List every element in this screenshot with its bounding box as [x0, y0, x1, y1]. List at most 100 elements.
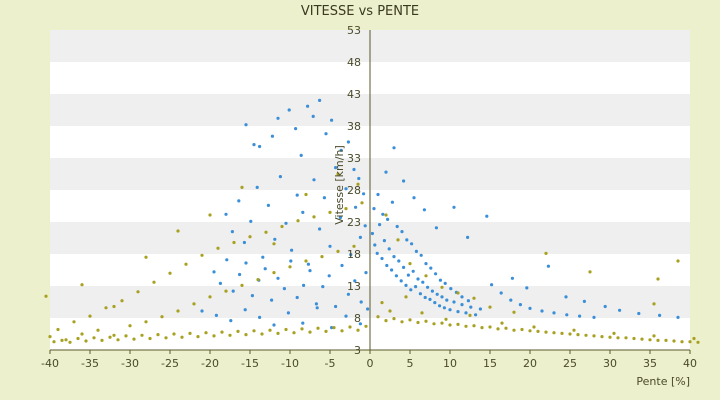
data-point-series-1 [318, 227, 322, 231]
data-point-series-1 [603, 304, 607, 309]
data-point-series-2 [56, 327, 60, 332]
data-point-series-2 [312, 215, 316, 219]
data-point-series-2 [432, 322, 436, 326]
data-point-series-1 [218, 281, 222, 285]
data-point-series-1 [390, 268, 394, 272]
data-point-series-2 [228, 333, 232, 337]
data-point-series-2 [332, 326, 336, 330]
x-tick-label: -15 [241, 357, 259, 370]
data-point-series-2 [48, 335, 52, 339]
data-point-series-2 [220, 330, 224, 334]
data-point-series-2 [292, 331, 296, 335]
data-point-series-2 [600, 335, 604, 339]
data-point-series-1 [378, 223, 382, 227]
data-point-series-2 [248, 235, 252, 239]
data-point-series-2 [92, 336, 96, 340]
data-point-series-2 [496, 327, 500, 331]
data-point-series-2 [512, 310, 516, 314]
data-point-series-2 [560, 331, 564, 335]
data-point-series-1 [456, 310, 460, 314]
data-point-series-2 [472, 296, 476, 300]
data-point-series-2 [568, 332, 572, 336]
data-point-series-1 [380, 256, 384, 261]
y-tick-label: 48 [347, 56, 361, 69]
y-tick-label: 28 [347, 184, 361, 197]
data-point-series-1 [442, 306, 446, 310]
data-point-series-1 [258, 315, 262, 319]
data-point-series-1 [525, 286, 529, 290]
data-point-series-1 [261, 255, 265, 259]
data-point-series-1 [485, 214, 489, 218]
data-point-series-1 [278, 175, 282, 179]
data-point-series-2 [172, 332, 176, 336]
data-point-series-1 [402, 179, 406, 183]
data-point-series-1 [387, 247, 391, 251]
data-point-series-2 [132, 337, 136, 341]
data-point-series-1 [464, 311, 468, 315]
data-point-series-1 [224, 212, 228, 216]
data-point-series-1 [318, 98, 322, 102]
data-point-series-1 [338, 215, 342, 220]
data-point-series-1 [445, 298, 449, 302]
data-point-series-2 [152, 280, 156, 284]
data-point-series-2 [212, 334, 216, 338]
data-point-series-1 [252, 143, 256, 147]
data-point-series-2 [384, 213, 388, 217]
data-point-series-1 [243, 308, 247, 312]
data-point-series-1 [474, 313, 478, 317]
data-point-series-1 [364, 271, 368, 275]
y-tick-label: 38 [347, 120, 361, 133]
data-point-series-2 [624, 336, 628, 340]
x-tick-label: -40 [41, 357, 59, 370]
data-point-series-1 [212, 270, 216, 274]
data-point-series-1 [301, 210, 305, 214]
data-point-series-2 [116, 338, 120, 342]
data-point-series-1 [592, 315, 596, 319]
y-tick-label: 43 [347, 88, 361, 101]
data-point-series-1 [414, 285, 418, 289]
y-tick-label: 18 [347, 248, 361, 261]
data-point-series-1 [414, 249, 418, 253]
data-point-series-2 [360, 201, 364, 205]
data-point-series-1 [426, 285, 430, 289]
data-point-series-1 [328, 244, 332, 248]
data-point-series-2 [456, 291, 460, 295]
data-point-series-1 [402, 265, 406, 269]
data-point-series-2 [160, 315, 164, 319]
data-point-series-2 [232, 240, 236, 245]
data-point-series-1 [466, 235, 470, 239]
data-point-series-1 [434, 272, 438, 276]
data-point-series-1 [375, 251, 379, 255]
data-point-series-1 [578, 314, 582, 318]
data-point-series-2 [692, 336, 696, 341]
data-point-series-1 [370, 231, 374, 236]
data-point-series-2 [260, 332, 264, 336]
data-point-series-1 [238, 272, 242, 277]
data-point-series-1 [324, 132, 328, 136]
data-point-series-1 [214, 313, 218, 317]
data-point-series-2 [304, 259, 308, 263]
data-point-series-2 [236, 329, 240, 333]
data-point-series-1 [676, 315, 680, 319]
data-point-series-1 [384, 170, 388, 174]
data-point-series-1 [416, 277, 420, 281]
data-point-series-2 [192, 302, 196, 306]
data-point-series-1 [327, 274, 331, 278]
data-point-series-1 [230, 230, 234, 234]
data-point-series-1 [258, 144, 262, 149]
data-point-series-1 [510, 276, 514, 280]
data-point-series-2 [652, 302, 656, 306]
data-point-series-1 [284, 221, 288, 225]
data-point-series-1 [564, 295, 568, 299]
data-point-series-1 [382, 239, 386, 243]
data-point-series-1 [394, 274, 398, 278]
data-point-series-1 [658, 313, 662, 317]
x-tick-label: 25 [563, 357, 577, 370]
x-axis-label: Pente [%] [636, 375, 690, 388]
data-point-series-1 [565, 313, 569, 317]
data-point-series-2 [240, 185, 244, 189]
data-point-series-1 [443, 281, 447, 285]
data-point-series-2 [384, 319, 388, 323]
data-point-series-2 [520, 327, 524, 332]
